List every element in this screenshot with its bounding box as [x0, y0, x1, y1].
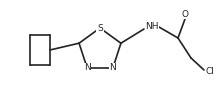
Text: NH: NH	[145, 21, 159, 30]
Text: N: N	[110, 63, 116, 72]
Text: O: O	[181, 10, 189, 19]
Text: S: S	[97, 23, 103, 32]
Text: N: N	[84, 63, 90, 72]
Text: Cl: Cl	[206, 68, 214, 77]
